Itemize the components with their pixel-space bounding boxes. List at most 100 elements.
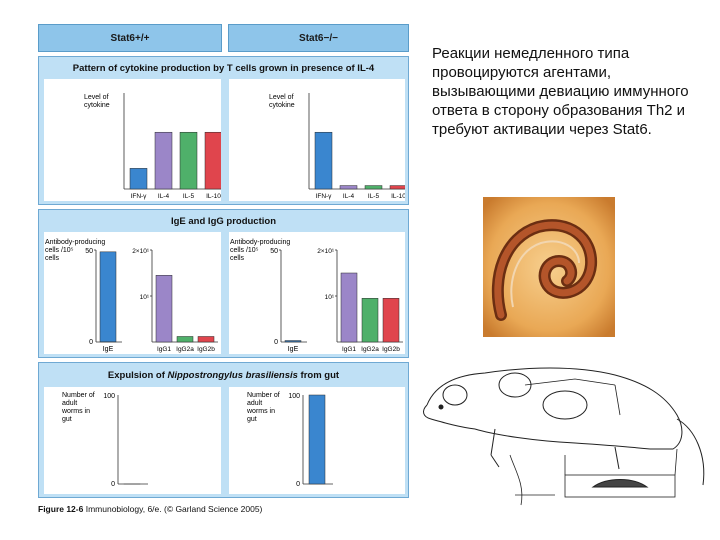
header-stat6-wt-label: Stat6+/+ bbox=[110, 33, 150, 44]
panel-cytokine: Pattern of cytokine production by T cell… bbox=[38, 56, 415, 205]
mouse-leg-back bbox=[614, 446, 620, 470]
ige-wt-ylabel-line0: Antibody-producing bbox=[45, 239, 105, 246]
mouse-arrows-migration bbox=[524, 378, 621, 416]
mouse-diagram-svg bbox=[423, 367, 705, 506]
ige-ko-ylabel-line1: cells /10⁵ bbox=[230, 247, 259, 254]
cyto-ko-xtick-0: IFN-γ bbox=[316, 193, 333, 200]
worm-ko-tick-zero: 0 bbox=[296, 481, 300, 488]
ige-wt-xtick-igg-0: IgG1 bbox=[157, 346, 171, 353]
worm-wt-tick-zero: 0 bbox=[111, 481, 115, 488]
mouse-diagram bbox=[415, 345, 715, 530]
mouse-soil-lines bbox=[564, 448, 678, 476]
cyto-ko-bar-0 bbox=[314, 131, 333, 190]
cyto-ko-bar-2 bbox=[364, 185, 383, 190]
ige-wt-xtick-ige: IgE bbox=[103, 346, 114, 353]
section-title-ige: IgE and IgG production bbox=[170, 216, 277, 227]
cyto-wt-bar-2 bbox=[179, 131, 198, 190]
chart-cytokine-ko: Level of cytokine IFN-γ IL-4 IL-5 IL-10 bbox=[229, 79, 415, 201]
worm-photo bbox=[483, 197, 615, 337]
cyto-ko-bar-3 bbox=[389, 185, 408, 190]
worm-wt-ylabel-line2: worms in bbox=[61, 408, 90, 415]
mouse-snout bbox=[423, 404, 476, 430]
figure-caption: Figure 12-6 Immunobiology, 6/e. (© Garla… bbox=[38, 504, 262, 514]
slide-text: Реакции немедленного типа провоцируются … bbox=[432, 45, 689, 138]
header-stat6-ko: Stat6−/− bbox=[228, 24, 409, 52]
ige-ko-ylabel-line2: cells bbox=[230, 255, 245, 262]
mouse-feces-mound bbox=[591, 479, 649, 488]
ige-ko-ylabel-line0: Antibody-producing bbox=[230, 239, 290, 246]
cyto-wt-xtick-3: IL-10 bbox=[206, 193, 221, 200]
worm-highlight bbox=[510, 240, 580, 308]
ige-wt-right-tick-top: 2×10¹ bbox=[132, 248, 150, 255]
section-title-expulsion-species: Nippostrongylus brasiliensis bbox=[167, 370, 298, 381]
ige-ko-xtick-ige: IgE bbox=[288, 346, 299, 353]
header-stat6-ko-label: Stat6−/− bbox=[299, 33, 338, 44]
ige-ko-left-tick-zero: 0 bbox=[274, 339, 278, 346]
cyto-ko-xtick-2: IL-5 bbox=[368, 193, 380, 200]
worm-wt-ylabel-line1: adult bbox=[62, 400, 77, 407]
mouse-larva bbox=[509, 454, 523, 506]
ige-wt-ylabel-line1: cells /10⁵ bbox=[45, 247, 74, 254]
figure-caption-label: Figure 12-6 bbox=[38, 504, 84, 514]
mouse-back-outline bbox=[426, 367, 683, 450]
ige-wt-bar-ige bbox=[99, 251, 117, 343]
cyto-ko-bar-1 bbox=[339, 185, 358, 190]
ige-ko-bar-igg-0 bbox=[340, 272, 358, 343]
ige-wt-bar-igg-0 bbox=[155, 275, 173, 343]
figure-caption-source: Immunobiology, 6/e. (© Garland Science 2… bbox=[83, 504, 263, 514]
worm-ko-tick-top: 100 bbox=[288, 393, 300, 400]
cyto-wt-bar-0 bbox=[129, 168, 148, 190]
mouse-eye bbox=[438, 404, 444, 410]
ige-ko-xtick-igg-2: IgG2b bbox=[382, 346, 400, 353]
cyto-ko-ylabel-line1: cytokine bbox=[269, 102, 295, 109]
cyto-wt-xtick-0: IFN-γ bbox=[131, 193, 148, 200]
section-title-expulsion-post: from gut bbox=[297, 370, 340, 381]
ige-wt-bar-igg-2 bbox=[197, 336, 215, 343]
ige-ko-bar-igg-2 bbox=[382, 298, 400, 343]
panel-expulsion: Expulsion of Nippostrongylus brasiliensi… bbox=[38, 362, 409, 498]
header-stat6-wt: Stat6+/+ bbox=[38, 24, 222, 52]
cyto-wt-ylabel-line0: Level of bbox=[84, 94, 109, 101]
worm-ko-bar-0 bbox=[308, 394, 326, 485]
cyto-wt-xtick-2: IL-5 bbox=[183, 193, 195, 200]
worm-wt-ylabel-line3: gut bbox=[62, 416, 72, 423]
cyto-wt-bar-3 bbox=[204, 131, 223, 190]
chart-ige-ko: Antibody-producing cells /10⁵ cells 50 0 IgE 2… bbox=[229, 232, 405, 354]
cyto-ko-xtick-3: IL-10 bbox=[391, 193, 405, 200]
section-title-expulsion: Expulsion of Nippostrongylus brasiliensi… bbox=[39, 370, 408, 381]
worm-photo-svg bbox=[483, 197, 615, 337]
cyto-wt-xtick-1: IL-4 bbox=[158, 193, 170, 200]
ige-ko-xtick-igg-1: IgG2a bbox=[361, 346, 379, 353]
mouse-soil-box bbox=[564, 474, 676, 498]
section-title-cytokine: Pattern of cytokine production by T cell… bbox=[72, 63, 375, 74]
ige-ko-xtick-igg-0: IgG1 bbox=[342, 346, 356, 353]
worm-body-inner bbox=[494, 221, 595, 319]
ige-ko-right-tick-top: 2×10¹ bbox=[317, 248, 335, 255]
ige-wt-xtick-igg-2: IgG2b bbox=[197, 346, 215, 353]
ige-wt-left-tick-top: 50 bbox=[85, 248, 93, 255]
ige-wt-right-tick-mid: 10¹ bbox=[140, 294, 150, 301]
ige-wt-bar-igg-1 bbox=[176, 336, 194, 343]
mouse-organ-lung bbox=[498, 372, 532, 398]
mouse-belly bbox=[474, 428, 651, 450]
worm-ko-ylabel-line1: adult bbox=[247, 400, 262, 407]
worm-ko-ylabel-line0: Number of bbox=[247, 392, 280, 399]
ige-wt-left-tick-zero: 0 bbox=[89, 339, 93, 346]
ige-wt-ylabel-line2: cells bbox=[45, 255, 60, 262]
cyto-wt-ylabel-line1: cytokine bbox=[84, 102, 110, 109]
worm-wt-tick-top: 100 bbox=[103, 393, 115, 400]
panel-ige: IgE and IgG production Antibody-producin… bbox=[38, 209, 409, 358]
ige-ko-left-tick-top: 50 bbox=[270, 248, 278, 255]
cyto-ko-xtick-1: IL-4 bbox=[343, 193, 355, 200]
cyto-wt-bar-1 bbox=[154, 131, 173, 190]
mouse-tail bbox=[676, 418, 705, 486]
ige-ko-bar-igg-1 bbox=[361, 298, 379, 343]
worm-ko-ylabel-line2: worms in bbox=[246, 408, 275, 415]
ige-wt-xtick-igg-1: IgG2a bbox=[176, 346, 194, 353]
